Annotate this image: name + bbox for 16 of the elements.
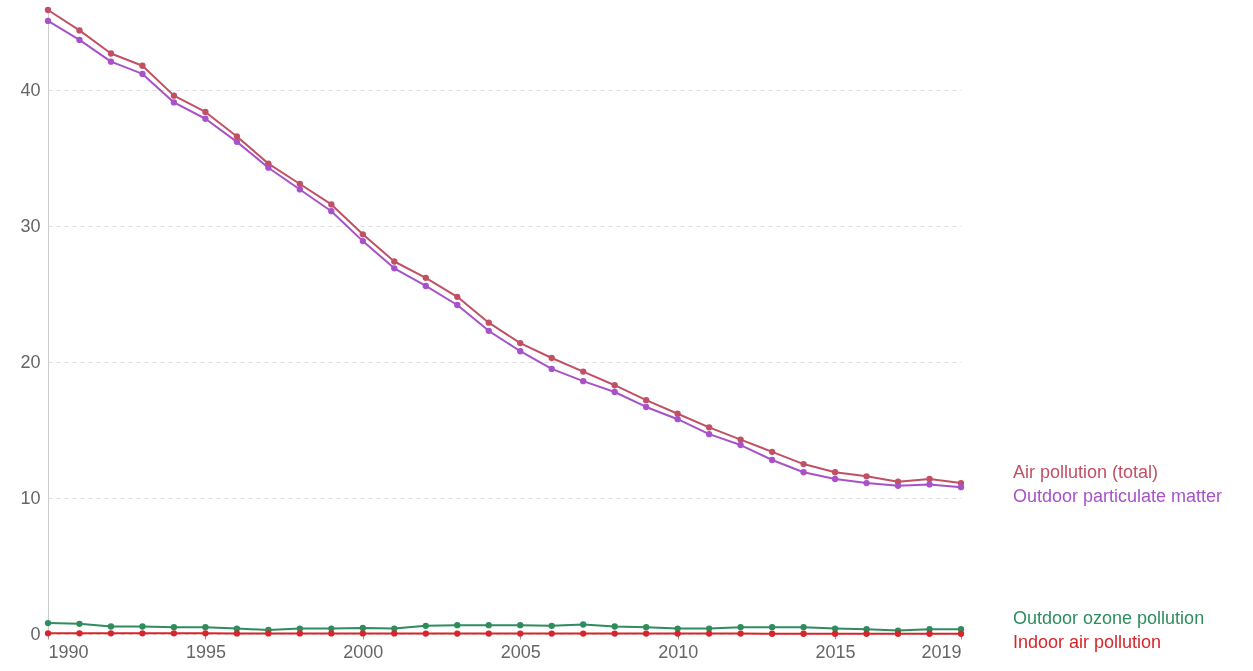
x-tick-label: 1990 — [48, 641, 89, 662]
text: Outdoor particulate matter — [1013, 486, 1223, 507]
y-tick-label: 40 — [20, 79, 41, 100]
x-tick-label: 2010 — [658, 641, 699, 662]
text: Air pollution (total) — [1013, 462, 1159, 483]
x-tick-label: 1995 — [185, 641, 226, 662]
x-tick-label: 2019 — [921, 641, 962, 662]
x-tick-label: 2015 — [815, 641, 856, 662]
y-tick-label: 10 — [20, 487, 41, 508]
x-tick-label: 2000 — [343, 641, 384, 662]
y-tick-label: 30 — [20, 215, 41, 236]
y-tick-label: 20 — [20, 351, 41, 372]
text: Outdoor ozone pollution — [1013, 608, 1205, 629]
x-tick-label: 2005 — [500, 641, 541, 662]
text: Indoor air pollution — [1013, 632, 1162, 653]
y-tick-label: 0 — [30, 623, 41, 644]
